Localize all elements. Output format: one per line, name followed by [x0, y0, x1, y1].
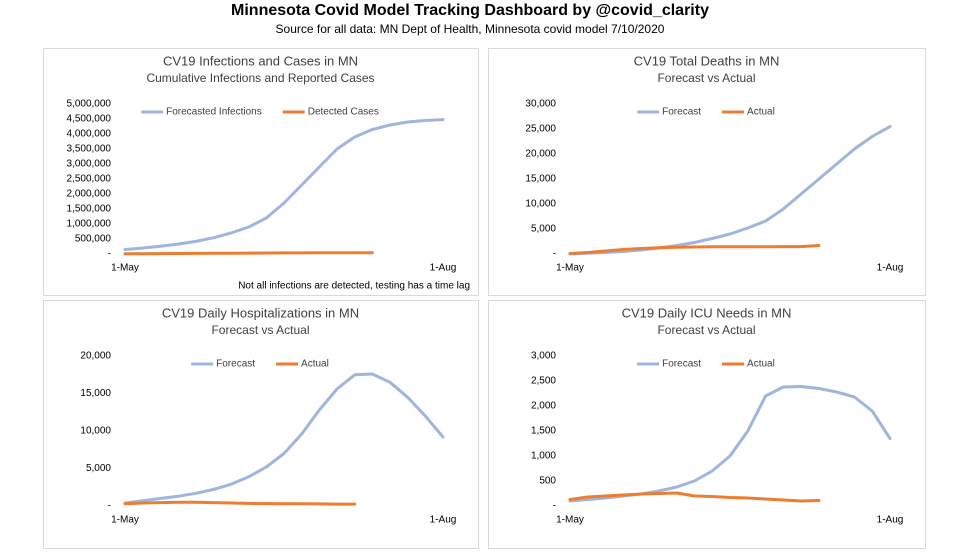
legend-label: Forecasted Infections: [166, 107, 262, 118]
legend: Forecast Actual: [637, 359, 775, 370]
legend-label: Forecast: [216, 359, 255, 370]
dashboard-title: Minnesota Covid Model Tracking Dashboard…: [231, 2, 709, 19]
y-tick-label: 1,500: [531, 426, 556, 437]
y-tick-label: 1,000: [531, 451, 556, 462]
legend: Forecast Actual: [191, 359, 329, 370]
series-line: [568, 125, 892, 256]
chart-subtitle: Forecast vs Actual: [657, 71, 755, 85]
y-tick-label: 1,000,000: [67, 219, 112, 230]
y-tick-label: 15,000: [525, 174, 556, 185]
annotation: Not all infections are detected, testing…: [238, 281, 470, 292]
legend-label: Actual: [747, 359, 775, 370]
y-tick-label: 10,000: [525, 199, 556, 210]
chart-title: CV19 Daily ICU Needs in MN: [622, 305, 792, 320]
y-tick-label: -: [553, 249, 556, 260]
chart-title: CV19 Infections and Cases in MN: [163, 53, 358, 68]
series-line: [123, 251, 374, 256]
x-tick-label: 1-May: [111, 515, 139, 526]
y-tick-label: 20,000: [80, 351, 111, 362]
y-tick-label: -: [108, 501, 111, 512]
y-tick-label: 2,000,000: [67, 189, 112, 200]
chart-subtitle: Forecast vs Actual: [211, 323, 309, 337]
x-tick-label: 1-May: [111, 263, 139, 274]
y-tick-label: 10,000: [80, 426, 111, 437]
x-tick-label: 1-May: [556, 515, 584, 526]
legend-label: Forecast: [662, 359, 701, 370]
y-tick-label: 3,000,000: [67, 159, 112, 170]
dashboard-subtitle: Source for all data: MN Dept of Health, …: [276, 22, 665, 36]
chart-panel: [488, 48, 926, 296]
y-tick-label: 4,000,000: [67, 129, 112, 140]
chart-panel: [43, 300, 479, 549]
y-tick-label: 3,500,000: [67, 144, 112, 155]
legend-label: Detected Cases: [308, 107, 379, 118]
x-tick-label: 1-Aug: [877, 263, 904, 274]
series-line: [123, 118, 445, 251]
y-tick-label: 30,000: [525, 99, 556, 110]
y-tick-label: 3,000: [531, 351, 556, 362]
chart-title: CV19 Daily Hospitalizations in MN: [162, 305, 359, 320]
series-line: [568, 244, 821, 255]
y-tick-label: 5,000: [531, 224, 556, 235]
series-line: [123, 500, 357, 506]
series-line: [123, 372, 445, 505]
x-tick-label: 1-Aug: [430, 263, 457, 274]
y-tick-label: 2,500: [531, 376, 556, 387]
x-tick-label: 1-Aug: [877, 515, 904, 526]
y-tick-label: 25,000: [525, 124, 556, 135]
legend-label: Actual: [747, 107, 775, 118]
legend: Forecasted Infections Detected Cases: [141, 107, 379, 118]
x-tick-label: 1-Aug: [430, 515, 457, 526]
y-tick-label: 2,500,000: [67, 174, 112, 185]
y-tick-label: 500: [539, 476, 556, 487]
y-tick-label: 1,500,000: [67, 204, 112, 215]
chart-panel: [488, 300, 926, 549]
legend: Forecast Actual: [637, 107, 775, 118]
y-tick-label: -: [553, 501, 556, 512]
legend-label: Actual: [301, 359, 329, 370]
chart-subtitle: Forecast vs Actual: [657, 323, 755, 337]
chart-subtitle: Cumulative Infections and Reported Cases: [146, 71, 374, 85]
series-line: [568, 491, 821, 503]
y-tick-label: 5,000,000: [67, 99, 112, 110]
y-tick-label: -: [108, 249, 111, 260]
x-tick-label: 1-May: [556, 263, 584, 274]
y-tick-label: 500,000: [75, 234, 112, 245]
y-tick-label: 15,000: [80, 388, 111, 399]
chart-title: CV19 Total Deaths in MN: [634, 53, 780, 68]
legend-label: Forecast: [662, 107, 701, 118]
y-tick-label: 5,000: [86, 463, 111, 474]
y-tick-label: 2,000: [531, 401, 556, 412]
y-tick-label: 4,500,000: [67, 114, 112, 125]
y-tick-label: 20,000: [525, 149, 556, 160]
